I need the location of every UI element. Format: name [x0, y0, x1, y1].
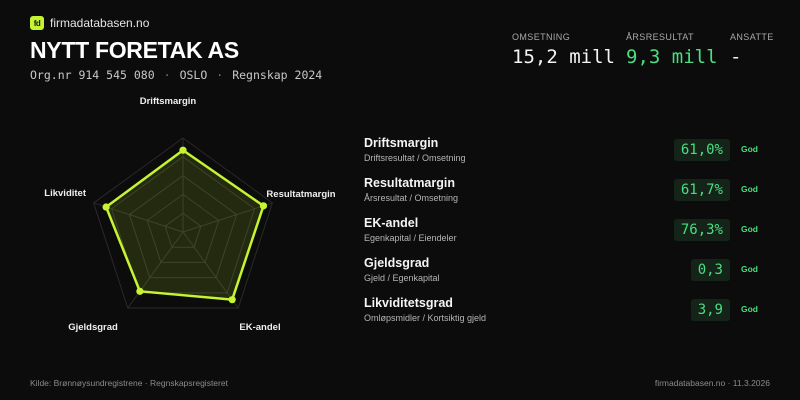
brand[interactable]: fd firmadatabasen.no — [30, 16, 149, 30]
separator: · — [163, 68, 171, 82]
stat-label: OMSETNING — [512, 32, 571, 42]
metric-equity-ratio: EK-andel Egenkapital / Eiendeler 76,3% G… — [364, 216, 764, 256]
metric-value: 61,7% — [673, 179, 730, 201]
metric-status-badge: God — [741, 224, 758, 234]
radar-data-area — [104, 148, 265, 301]
org-number: Org.nr 914 545 080 — [30, 68, 155, 82]
metric-description: Gjeld / Egenkapital — [364, 273, 440, 283]
accounting-period: Regnskap 2024 — [232, 68, 323, 82]
metric-description: Driftsresultat / Omsetning — [364, 153, 466, 163]
metric-description: Omløpsmidler / Kortsiktig gjeld — [364, 313, 487, 323]
radar-axis-label-ek-andel: EK-andel — [239, 322, 280, 333]
metric-status-badge: God — [741, 184, 758, 194]
radar-axis-label-driftsmargin: Driftsmargin — [140, 96, 197, 107]
metric-status-badge: God — [741, 264, 758, 274]
company-meta: Org.nr 914 545 080 · OSLO · Regnskap 2024 — [30, 68, 322, 82]
brand-name: firmadatabasen.no — [50, 16, 150, 30]
company-city: OSLO — [179, 68, 208, 82]
metric-operating-margin: Driftsmargin Driftsresultat / Omsetning … — [364, 136, 764, 176]
radar-spoke — [182, 231, 239, 309]
footer-source: Kilde: Brønnøysundregistrene · Regnskaps… — [30, 378, 228, 388]
metric-debt-ratio: Gjeldsgrad Gjeld / Egenkapital 0,3 God — [364, 256, 764, 296]
footer-site-date: firmadatabasen.no · 11.3.2026 — [654, 378, 770, 388]
metric-value: 0,3 — [690, 259, 730, 281]
radar-axis-label-resultatmargin: Resultatmargin — [266, 189, 335, 200]
metrics-list: Driftsmargin Driftsresultat / Omsetning … — [364, 136, 764, 336]
metric-name: Resultatmargin — [364, 176, 455, 190]
radar-grid-ring — [110, 156, 256, 294]
radar-grid-ring — [128, 174, 238, 279]
metric-liquidity-ratio: Likviditetsgrad Omløpsmidler / Kortsikti… — [364, 296, 764, 336]
stat-label: ANSATTE — [730, 32, 774, 42]
stat-value: 9,3 mill — [626, 46, 718, 68]
radar-point-driftsmargin — [179, 146, 187, 154]
radar-point-gjeldsgrad — [136, 287, 144, 295]
stat-annual-result: ÅRSRESULTAT 9,3 mill — [626, 32, 718, 68]
radar-axis-label-likviditet: Likviditet — [44, 188, 87, 199]
metric-status-badge: God — [741, 144, 758, 154]
radar-point-resultatmargin — [259, 202, 268, 210]
stat-label: ÅRSRESULTAT — [626, 32, 694, 42]
metric-value: 3,9 — [690, 299, 730, 321]
stat-value: 15,2 mill — [512, 46, 615, 68]
stat-employees: ANSATTE - — [730, 32, 774, 68]
company-name: NYTT FORETAK AS — [30, 37, 239, 63]
radar-spoke — [93, 202, 184, 233]
metric-name: Likviditetsgrad — [364, 296, 453, 310]
radar-grid-ring — [93, 137, 273, 309]
radar-spoke — [127, 231, 184, 309]
radar-point-ek-andel — [228, 296, 236, 304]
metric-name: Gjeldsgrad — [364, 256, 430, 270]
stat-revenue: OMSETNING 15,2 mill — [512, 32, 615, 68]
radar-point-likviditet — [102, 203, 110, 211]
radar-grid-ring — [146, 193, 220, 263]
radar-spoke — [182, 202, 273, 233]
metric-description: Årsresultat / Omsetning — [364, 193, 459, 203]
metric-name: Driftsmargin — [364, 136, 439, 150]
metric-status-badge: God — [741, 304, 758, 314]
radar-axis-label-gjeldsgrad: Gjeldsgrad — [68, 322, 118, 333]
radar-grid-ring — [164, 212, 202, 248]
metric-name: EK-andel — [364, 216, 419, 230]
metric-value: 61,0% — [673, 139, 730, 161]
metric-profit-margin: Resultatmargin Årsresultat / Omsetning 6… — [364, 176, 764, 216]
brand-logo-icon: fd — [30, 16, 44, 30]
metric-value: 76,3% — [673, 219, 730, 241]
metric-description: Egenkapital / Eiendeler — [364, 233, 457, 243]
separator: · — [216, 68, 224, 82]
stat-value: - — [730, 46, 742, 68]
